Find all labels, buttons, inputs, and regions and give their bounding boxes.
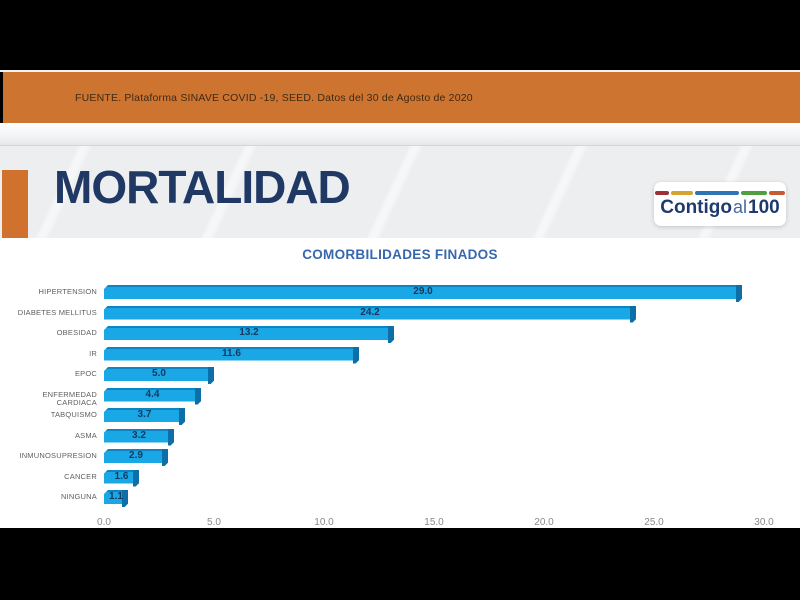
logo-stripe-segment [655, 190, 669, 195]
category-label: TABQUISMO [50, 410, 97, 419]
bar-fill [104, 346, 359, 361]
bar-fill [104, 449, 168, 463]
bar-fill [104, 305, 636, 320]
logo-text-100: 100 [748, 196, 780, 218]
bar-3d-cap [179, 408, 185, 425]
bar: 1.1 [104, 490, 128, 507]
x-tick-label: 20.0 [534, 517, 554, 528]
x-tick-label: 5.0 [207, 517, 221, 528]
logo-stripe-segment [769, 190, 785, 195]
light-strip [0, 123, 800, 146]
bar-fill [104, 408, 185, 422]
letterbox-top [0, 0, 800, 70]
orange-accent-square [2, 170, 28, 238]
source-banner: FUENTE. Plataforma SINAVE COVID -19, SEE… [3, 72, 800, 123]
category-label: CANCER [64, 471, 97, 481]
bar-value-label: 1.1 [109, 491, 123, 502]
logo-stripe-segment [695, 190, 739, 195]
bar-3d-cap [122, 490, 128, 507]
x-tick-label: 15.0 [424, 517, 444, 528]
category-label: ASMA [74, 430, 97, 440]
category-label: NINGUNA [61, 492, 97, 501]
bar-value-label: 5.0 [152, 368, 166, 379]
bar-3d-cap [353, 346, 359, 364]
x-tick-label: 25.0 [644, 517, 664, 528]
x-tick-label: 0.0 [97, 517, 111, 528]
bar-value-label: 2.9 [129, 450, 143, 461]
bar-fill [104, 367, 214, 381]
slide-header: MORTALIDAD Contigoal100 [0, 146, 800, 238]
top-hairline [0, 70, 800, 72]
logo-text-contigo: Contigo [660, 196, 733, 218]
category-label: OBESIDAD [56, 328, 97, 337]
page-title: MORTALIDAD [54, 161, 351, 213]
logo-color-stripe [655, 190, 785, 195]
bar: 29.0 [104, 285, 742, 302]
bar-3d-cap [630, 305, 636, 323]
chart-panel: COMORBILIDADES FINADOS HIPERTENSION 29.0 D… [0, 238, 800, 528]
bar-fill [104, 469, 139, 484]
category-label: INMUNOSUPRESION [19, 451, 97, 460]
bar-value-label: 13.2 [239, 327, 259, 338]
bar: 4.4 [104, 387, 201, 405]
bar-3d-cap [208, 367, 214, 384]
bar: 11.6 [104, 346, 359, 364]
letterbox-bottom [0, 528, 800, 600]
category-label: ENFERMEDAD CARDIACA [42, 389, 97, 407]
category-label: IR [89, 348, 97, 358]
bar-3d-cap [168, 428, 174, 446]
bar: 24.2 [104, 305, 636, 323]
bar-fill [104, 428, 174, 443]
bar: 5.0 [104, 367, 214, 384]
bar-value-label: 3.2 [132, 429, 146, 441]
source-text: FUENTE. Plataforma SINAVE COVID -19, SEE… [75, 91, 473, 104]
bar: 3.2 [104, 428, 174, 446]
bar-value-label: 24.2 [360, 306, 380, 318]
bar: 13.2 [104, 326, 394, 343]
bar-fill [104, 387, 201, 402]
logo-stripe-segment [741, 190, 767, 195]
chart-title: COMORBILIDADES FINADOS [302, 247, 498, 262]
logo-text-al: al [733, 196, 748, 217]
bar: 2.9 [104, 449, 168, 466]
bar-3d-cap [736, 285, 742, 302]
bar-3d-cap [195, 387, 201, 405]
contigo-al-100-logo: Contigoal100 [654, 182, 786, 226]
bar-value-label: 11.6 [222, 347, 241, 359]
x-tick-label: 10.0 [314, 517, 334, 528]
bar: 1.6 [104, 469, 139, 487]
bar: 3.7 [104, 408, 185, 425]
bar-value-label: 3.7 [137, 409, 152, 420]
bar-fill [104, 285, 742, 299]
x-tick-label: 30.0 [754, 517, 774, 528]
bar-value-label: 4.4 [145, 388, 160, 400]
bar-fill [104, 326, 394, 340]
bar-3d-cap [162, 449, 168, 466]
category-label: HIPERTENSION [38, 287, 97, 296]
category-label: DIABETES MELLITUS [17, 307, 97, 317]
bar-value-label: 29.0 [413, 286, 433, 297]
bar-3d-cap [133, 469, 139, 487]
bar-3d-cap [388, 326, 394, 343]
logo-stripe-segment [671, 190, 693, 195]
category-label: EPOC [74, 369, 97, 378]
logo-text: Contigoal100 [660, 197, 779, 218]
bar-value-label: 1.6 [114, 470, 129, 482]
